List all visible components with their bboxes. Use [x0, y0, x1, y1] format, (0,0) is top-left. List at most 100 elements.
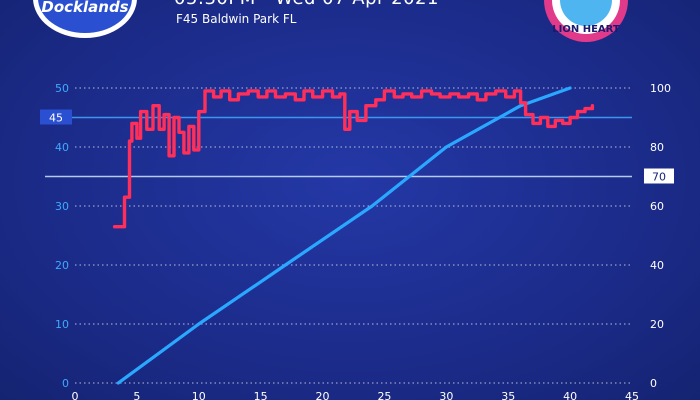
svg-text:Docklands: Docklands [41, 0, 128, 16]
left-tick-label-3: 30 [55, 200, 69, 213]
series-1-point-32 [331, 95, 334, 98]
series-1-point-0 [113, 225, 116, 228]
left-tick-label-2: 20 [55, 259, 69, 272]
series-1-point-11 [168, 154, 170, 157]
series-1-point-42 [410, 95, 413, 98]
left-tick-label-0: 0 [62, 377, 69, 390]
series-1-point-57 [539, 116, 542, 119]
series-1-point-25 [265, 90, 268, 92]
x-tick-label-3: 15 [254, 390, 268, 400]
series-1-point-19 [212, 95, 215, 98]
series-1-point-64 [591, 104, 594, 107]
series-1-point-55 [524, 113, 527, 116]
series-1-point-2 [123, 196, 126, 199]
series-1-point-12 [173, 116, 175, 119]
series-1-point-41 [402, 93, 404, 95]
svg-text:LION HEART: LION HEART [552, 24, 620, 35]
series-1-point-38 [374, 98, 377, 101]
series-1-point-20 [220, 90, 222, 92]
series-1-point-8 [152, 104, 154, 107]
series-1-point-17 [197, 110, 200, 113]
x-tick-label-5: 25 [377, 390, 391, 400]
series-1-point-37 [364, 104, 367, 107]
series-1-point-30 [311, 95, 314, 98]
reference-badge-0 [40, 109, 72, 125]
series-1-point-53 [513, 90, 516, 92]
series-1-point-50 [485, 93, 487, 95]
series-1-point-52 [504, 95, 507, 98]
series-1-point-58 [546, 125, 549, 128]
series-1-point-1 [118, 225, 121, 228]
series-1-point-23 [247, 90, 250, 92]
x-tick-label-0: 0 [72, 390, 79, 400]
series-1-point-24 [257, 95, 260, 98]
series-1-point-6 [139, 110, 142, 113]
series-line-0 [116, 86, 572, 385]
series-1-point-10 [163, 113, 166, 116]
series-1-point-54 [519, 101, 522, 104]
right-tick-label-2: 40 [650, 259, 664, 272]
series-1-point-48 [467, 93, 470, 95]
series-1-point-34 [343, 128, 346, 131]
x-tick-label-2: 10 [192, 390, 206, 400]
x-tick-label-9: 45 [625, 390, 639, 400]
series-1-point-63 [584, 107, 586, 110]
series-1-point-16 [192, 149, 195, 151]
series-1-point-4 [131, 122, 133, 125]
series-1-point-45 [439, 95, 442, 98]
series-1-point-28 [294, 98, 297, 101]
series-1-point-15 [187, 125, 190, 128]
series-1-point-14 [183, 152, 185, 154]
series-1-point-60 [561, 122, 564, 125]
left-tick-label-4: 40 [55, 141, 69, 154]
series-1-point-49 [476, 98, 479, 101]
x-tick-label-7: 35 [501, 390, 515, 400]
x-tick-label-6: 30 [439, 390, 453, 400]
series-1-point-13 [178, 131, 180, 134]
series-1-point-40 [393, 95, 396, 98]
x-tick-label-8: 40 [563, 390, 577, 400]
right-tick-label-1: 20 [650, 318, 664, 331]
series-1-point-5 [135, 137, 138, 140]
right-tick-label-3: 60 [650, 200, 664, 213]
x-tick-label-4: 20 [316, 390, 330, 400]
lionheart-logo: LION HEART [544, 0, 628, 42]
series-1-point-62 [576, 110, 579, 113]
series-1-point-26 [274, 95, 277, 98]
reference-label-0: 45 [49, 112, 63, 125]
reference-label-1: 70 [652, 171, 666, 184]
series-1-point-46 [449, 93, 451, 95]
series-1-point-33 [338, 93, 341, 95]
series-1-point-31 [321, 90, 324, 92]
series-1-point-21 [228, 98, 231, 101]
docklands-logo: Docklands [33, 0, 137, 38]
series-1-point-29 [303, 90, 305, 92]
series-1-point-36 [356, 119, 359, 122]
right-tick-label-5: 100 [650, 82, 671, 95]
left-tick-label-1: 10 [55, 318, 69, 331]
series-1-point-44 [430, 93, 433, 95]
series-1-point-39 [383, 90, 386, 92]
series-1-point-35 [348, 110, 351, 113]
series-1-point-61 [569, 116, 572, 119]
header-title: 05:30PM - Wed 07 Apr 2021 [174, 0, 439, 9]
left-tick-label-5: 50 [55, 82, 69, 95]
series-1-point-18 [204, 90, 206, 92]
reference-badge-1 [644, 168, 674, 184]
x-tick-label-1: 5 [133, 390, 140, 400]
series-1-point-47 [457, 95, 460, 98]
series-1-point-3 [128, 140, 131, 143]
series-1-point-22 [237, 93, 240, 95]
series-1-point-43 [420, 90, 423, 92]
series-1-point-56 [532, 122, 534, 125]
series-1-point-7 [145, 128, 148, 131]
header-subtitle: F45 Baldwin Park FL [176, 12, 297, 26]
series-1-point-9 [158, 128, 161, 131]
right-tick-label-0: 0 [650, 377, 657, 390]
series-1-point-27 [284, 93, 287, 95]
right-tick-label-4: 80 [650, 141, 664, 154]
series-1-point-59 [554, 119, 557, 122]
series-1-point-51 [494, 90, 497, 92]
